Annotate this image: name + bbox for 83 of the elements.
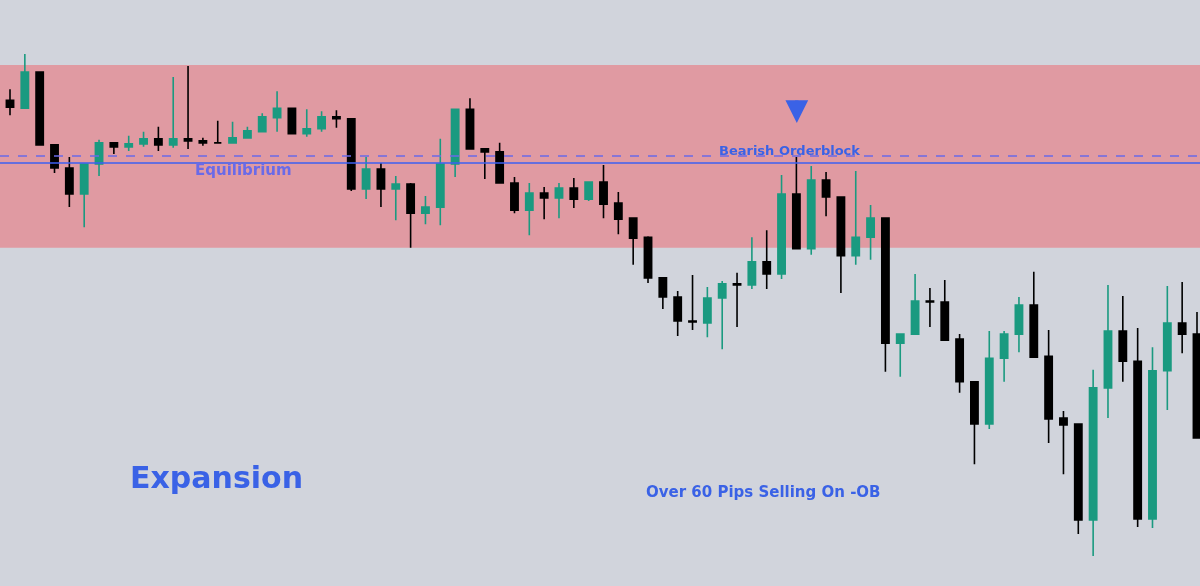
candlestick xyxy=(628,217,638,266)
candlestick xyxy=(272,90,282,133)
candlestick xyxy=(895,333,905,378)
ref-line-label: Bearish Orderblock xyxy=(719,143,861,158)
candlestick xyxy=(717,280,727,350)
candlestick xyxy=(970,381,979,465)
candlestick xyxy=(925,287,935,328)
candlestick xyxy=(1014,296,1024,353)
candlestick xyxy=(435,138,445,226)
candlestick xyxy=(1133,327,1143,528)
candlestick xyxy=(5,88,15,117)
ref-line-label: Equilibrium xyxy=(195,161,292,179)
candlestick xyxy=(64,156,74,208)
candlestick xyxy=(153,125,163,152)
candlestick xyxy=(1162,285,1172,411)
candlestick xyxy=(183,65,193,150)
candlestick xyxy=(1103,284,1113,419)
annotation: Over 60 Pips Selling On -OB xyxy=(646,483,881,501)
candlestick xyxy=(1044,329,1054,444)
candlestick xyxy=(539,186,549,220)
candlestick xyxy=(1073,423,1083,535)
candlestick xyxy=(139,131,148,148)
candlestick xyxy=(480,148,490,180)
candlestick xyxy=(643,235,653,284)
candlestick xyxy=(1118,295,1128,383)
candlestick xyxy=(35,71,45,146)
candlestick xyxy=(732,272,742,328)
candlestick xyxy=(747,236,757,290)
candlestick xyxy=(376,162,386,208)
candlestick xyxy=(702,286,712,338)
candlestick xyxy=(1088,368,1098,557)
candlestick xyxy=(806,165,816,256)
candlestick xyxy=(257,112,267,133)
candlestick xyxy=(317,110,327,133)
candlestick xyxy=(940,279,950,341)
candlestick xyxy=(228,120,237,144)
candlestick xyxy=(524,182,534,237)
candlestick xyxy=(510,176,519,214)
annotation: Expansion xyxy=(130,460,304,495)
candlestick xyxy=(421,195,430,225)
candlestick xyxy=(1029,271,1039,359)
candlestick xyxy=(821,171,831,217)
candlestick xyxy=(213,119,223,144)
candlestick xyxy=(880,217,890,373)
candlestick xyxy=(168,76,178,149)
candlestick xyxy=(999,330,1009,383)
candlestick xyxy=(198,137,208,147)
candlestick xyxy=(450,108,460,178)
candlestick xyxy=(984,330,994,430)
candlestick xyxy=(554,182,564,219)
candlestick xyxy=(287,107,297,135)
candlestick xyxy=(762,229,772,290)
candlestick xyxy=(791,156,801,250)
candlestick xyxy=(688,274,697,331)
candlestick xyxy=(20,53,30,110)
candlestick xyxy=(569,177,579,209)
candlestick xyxy=(391,175,401,221)
candlestick xyxy=(465,97,475,150)
candlestick xyxy=(851,170,861,266)
candlestick xyxy=(1177,281,1187,354)
candlestick xyxy=(1192,311,1200,439)
candlestick xyxy=(346,117,356,192)
candlestick xyxy=(406,182,416,249)
candlestick xyxy=(599,164,608,219)
candlestick xyxy=(584,181,594,202)
candlestick xyxy=(955,333,965,394)
candlestick xyxy=(109,142,119,155)
candlestick xyxy=(1059,410,1068,475)
candlestick xyxy=(495,142,505,184)
candlestick xyxy=(777,174,786,280)
candlestick xyxy=(331,109,341,129)
candlestick xyxy=(124,135,134,152)
candlestick xyxy=(79,163,89,228)
candlestick xyxy=(658,276,668,310)
candlestick xyxy=(361,156,371,200)
candlestick xyxy=(302,108,312,138)
candlestick xyxy=(673,290,683,337)
candlestick xyxy=(613,191,623,236)
candlestick xyxy=(1148,346,1157,529)
candlestick xyxy=(242,125,252,139)
candlestick xyxy=(910,273,920,335)
candlestick xyxy=(866,204,876,261)
candlestick xyxy=(836,196,846,294)
